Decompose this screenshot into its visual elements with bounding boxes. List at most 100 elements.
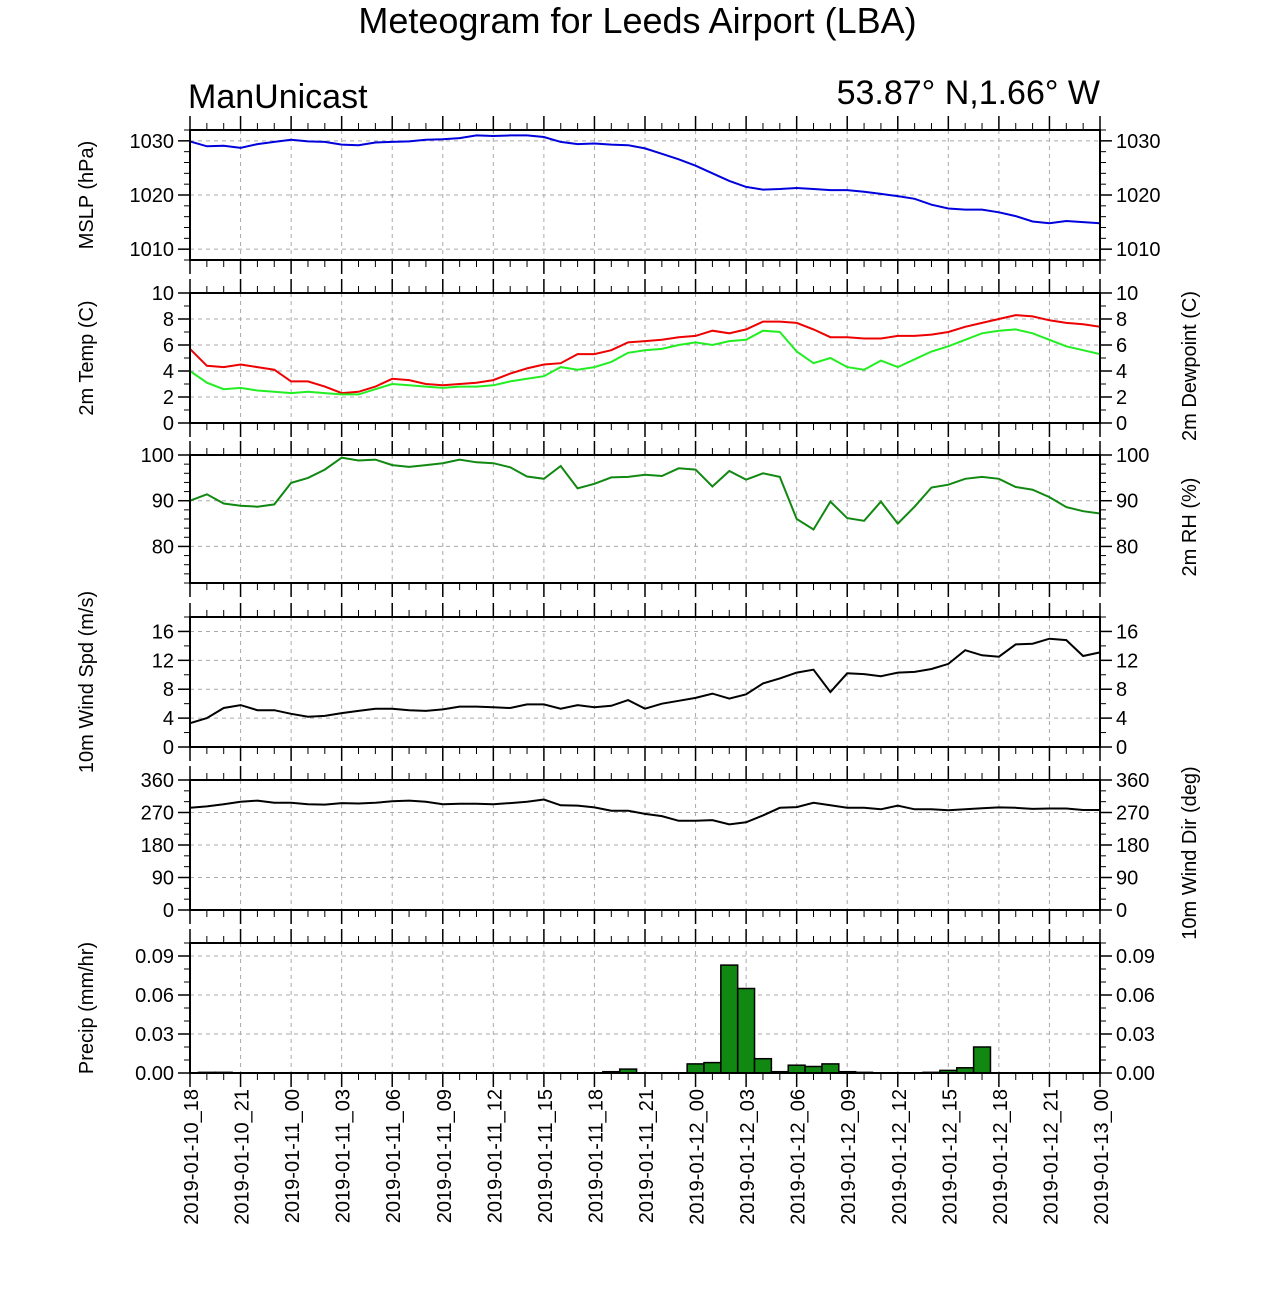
x-tick-label: 2019-01-11_00	[282, 1089, 304, 1223]
x-tick-label: 2019-01-11_06	[383, 1089, 405, 1223]
x-tick-label: 2019-01-11_09	[434, 1089, 456, 1223]
y-tick-label-right: 90	[1116, 868, 1138, 890]
y-tick-label-right: 8	[1116, 309, 1127, 331]
y-tick-label-left: 16	[152, 621, 174, 643]
y-tick-label-left: 4	[163, 708, 174, 730]
y-tick-label-left: 90	[152, 868, 174, 890]
precip-bar	[703, 1061, 722, 1074]
y-tick-label-right: 1020	[1116, 185, 1161, 207]
x-tick-label: 2019-01-12_15	[939, 1089, 961, 1225]
y-tick-label-left: 4	[163, 361, 174, 383]
chart-title: Meteogram for Leeds Airport (LBA)	[358, 0, 917, 41]
y-tick-label-left: 360	[141, 770, 174, 792]
y-tick-label-left: 90	[152, 491, 174, 513]
y-tick-label-right: 2	[1116, 387, 1127, 409]
y-tick-label-right: 12	[1116, 650, 1138, 672]
y-tick-label-left: 1020	[130, 185, 175, 207]
x-tick-label: 2019-01-12_03	[737, 1089, 759, 1225]
panel-frame	[189, 616, 1101, 748]
y-tick-label-left: 80	[152, 536, 174, 558]
panel-frame	[189, 454, 1101, 584]
x-tick-label: 2019-01-12_18	[990, 1089, 1012, 1225]
panel-frame	[189, 779, 1101, 911]
location-coordinates: 53.87° N,1.66° W	[836, 74, 1100, 112]
series-line-dewpoint	[189, 328, 1101, 396]
panel-mslp: 1010 1010 1020 1020 1030 1030 MSLP (hPa)	[76, 116, 1161, 274]
precip-bar	[736, 987, 756, 1074]
x-tick-label: 2019-01-11_18	[585, 1089, 607, 1223]
series-line-rh	[189, 456, 1101, 531]
y-tick-label-left: 8	[163, 309, 174, 331]
y-tick-label-right: 270	[1116, 803, 1149, 825]
x-tick-label: 2019-01-13_00	[1091, 1089, 1113, 1225]
y-tick-label-right: 360	[1116, 770, 1149, 792]
y-tick-label-right: 1010	[1116, 239, 1161, 261]
x-tick-label: 2019-01-12_06	[788, 1089, 810, 1225]
y-tick-label-left: 0	[163, 900, 174, 922]
y-tick-label-right: 1030	[1116, 131, 1161, 153]
precip-bar	[972, 1046, 992, 1074]
x-tick-label: 2019-01-12_09	[838, 1089, 860, 1225]
x-tick-label: 2019-01-11_15	[535, 1089, 557, 1223]
y-axis-label-left: Precip (mm/hr)	[76, 942, 98, 1074]
panel-winddir: 0 0 90 90 180 180 270 270 360 360 10m Wind Dir (de…	[141, 766, 1201, 940]
y-axis-label-left: 2m Temp (C)	[76, 300, 98, 415]
x-tick-label: 2019-01-10_18	[181, 1089, 203, 1225]
y-tick-label-right: 10	[1116, 283, 1138, 305]
x-tick-label: 2019-01-11_03	[333, 1089, 355, 1223]
series-line-wind	[189, 637, 1101, 725]
x-tick-label: 2019-01-11_21	[636, 1089, 658, 1223]
y-tick-label-left: 1010	[130, 239, 175, 261]
panel-temp: 0 0 2 2 4 4 6 6 8 8 10 10 2m Temp (C) 2m Dewpoint (C)	[76, 279, 1201, 441]
x-tick-label: 2019-01-10_21	[232, 1089, 254, 1225]
y-tick-label-left: 180	[141, 835, 174, 857]
y-tick-label-right: 80	[1116, 536, 1138, 558]
y-tick-label-left: 10	[152, 283, 174, 305]
y-tick-label-right: 0	[1116, 737, 1127, 759]
panel-wind: 0 0 4 4 8 8 12 12 16 16 10m Wind Spd (m/s)	[76, 591, 1138, 773]
precip-bar	[787, 1064, 806, 1074]
y-tick-label-right: 4	[1116, 708, 1127, 730]
x-tick-label: 2019-01-12_12	[889, 1089, 911, 1225]
y-tick-label-right: 16	[1116, 621, 1138, 643]
series-line-wind	[189, 798, 1100, 826]
x-tick-label: 2019-01-12_00	[687, 1089, 709, 1225]
y-tick-label-left: 8	[163, 679, 174, 701]
precip-bar	[753, 1057, 773, 1074]
y-tick-label-left: 0.00	[135, 1063, 174, 1085]
source-label: ManUnicast	[188, 78, 368, 116]
y-tick-label-left: 0	[163, 413, 174, 435]
precip-bar	[720, 964, 739, 1074]
y-tick-label-left: 0.09	[135, 946, 174, 968]
y-tick-label-right: 4	[1116, 361, 1127, 383]
panel-frame	[189, 942, 1101, 1074]
panel-frame	[189, 292, 1101, 424]
x-tick-label: 2019-01-11_12	[484, 1089, 506, 1223]
y-tick-label-right: 0.03	[1116, 1024, 1155, 1046]
y-tick-label-left: 2	[163, 387, 174, 409]
precip-bar	[686, 1063, 705, 1074]
y-tick-label-right: 0.06	[1116, 985, 1155, 1007]
y-axis-label-left: 10m Wind Spd (m/s)	[76, 591, 98, 773]
y-tick-label-right: 0	[1116, 413, 1127, 435]
y-tick-label-left: 0	[163, 737, 174, 759]
y-tick-label-right: 0.00	[1116, 1063, 1155, 1085]
panel-frame	[189, 129, 1101, 261]
y-tick-label-right: 180	[1116, 835, 1149, 857]
y-tick-label-right: 90	[1116, 491, 1138, 513]
y-tick-label-right: 0	[1116, 900, 1127, 922]
y-tick-label-right: 0.09	[1116, 946, 1155, 968]
y-tick-label-left: 0.03	[135, 1024, 174, 1046]
x-tick-label: 2019-01-12_21	[1040, 1089, 1062, 1225]
y-axis-label-right: 10m Wind Dir (deg)	[1179, 766, 1201, 939]
y-tick-label-right: 8	[1116, 679, 1127, 701]
y-tick-label-left: 1030	[130, 131, 175, 153]
y-axis-label-right: 2m RH (%)	[1179, 478, 1201, 577]
series-line-mslp	[189, 134, 1101, 225]
panel-rh: 80 80 90 90 100 100 2m RH (%)	[141, 441, 1201, 597]
y-tick-label-left: 0.06	[135, 985, 174, 1007]
precip-bar	[821, 1063, 840, 1074]
y-tick-label-left: 270	[141, 803, 174, 825]
y-axis-label-right: 2m Dewpoint (C)	[1179, 291, 1201, 441]
